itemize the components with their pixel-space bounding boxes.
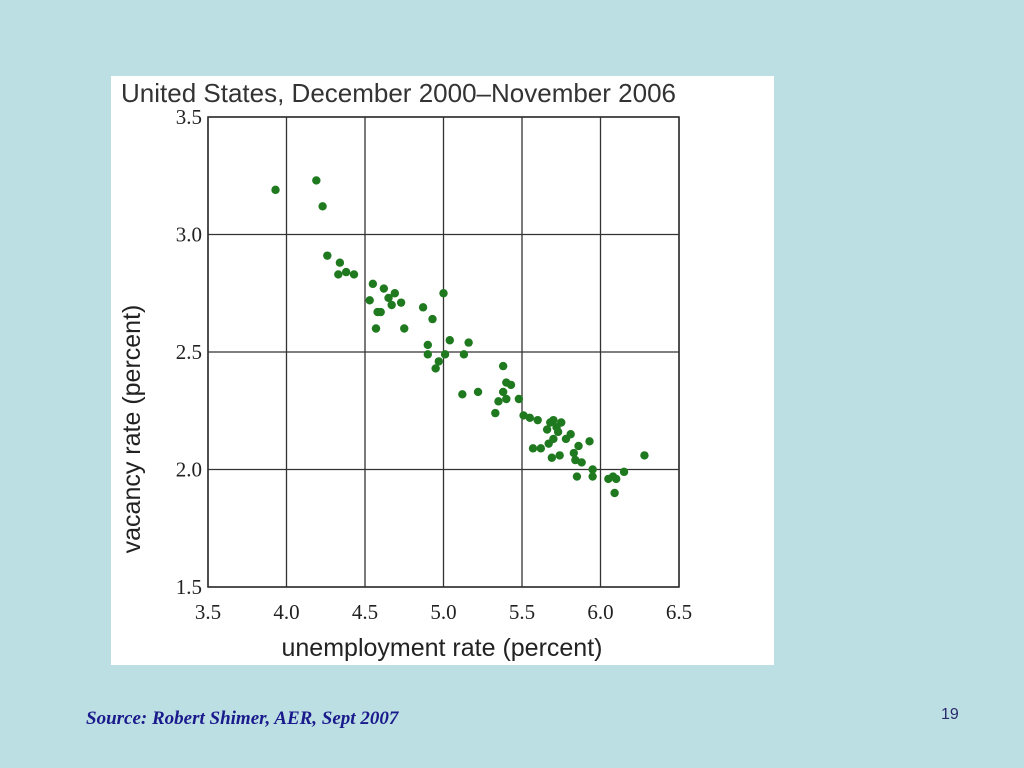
x-tick-label: 5.5 (509, 600, 535, 624)
data-point (365, 296, 374, 305)
data-point (533, 415, 542, 425)
data-point (384, 293, 393, 303)
data-point (439, 289, 448, 298)
data-point (514, 394, 524, 404)
data-point (572, 472, 582, 481)
source-caption: Source: Robert Shimer, AER, Sept 2007 (86, 708, 399, 729)
data-point (494, 397, 503, 406)
data-point (349, 270, 359, 279)
y-tick-label: 1.5 (176, 575, 202, 599)
data-point (445, 336, 454, 345)
chart-title: United States, December 2000–November 20… (121, 78, 676, 108)
data-point (458, 390, 467, 399)
data-point (498, 387, 508, 397)
data-point (440, 350, 450, 359)
x-tick-label: 4.5 (352, 600, 378, 624)
data-point (528, 444, 538, 453)
data-point (335, 258, 345, 267)
data-point (544, 439, 553, 448)
data-point (428, 314, 437, 324)
data-point (418, 303, 428, 312)
grid-lines (207, 116, 680, 588)
data-point (459, 350, 469, 359)
data-point (574, 441, 583, 451)
data-point (379, 284, 389, 293)
data-point (368, 279, 378, 289)
data-point (390, 289, 400, 298)
data-point (549, 415, 558, 425)
x-tick-label: 3.5 (195, 600, 221, 624)
data-point (588, 465, 597, 474)
data-point (491, 408, 500, 418)
data-points (271, 176, 649, 498)
data-point (640, 451, 649, 460)
scatter-chart: United States, December 2000–November 20… (118, 78, 692, 662)
y-tick-label: 2.5 (176, 340, 202, 364)
data-point (588, 472, 597, 481)
data-point (371, 324, 381, 333)
data-point (423, 340, 432, 350)
data-point (387, 300, 396, 310)
data-point (569, 448, 579, 458)
data-point (502, 394, 511, 404)
y-tick-label: 3.0 (176, 223, 202, 247)
x-tick-label: 4.0 (273, 600, 299, 624)
data-point (434, 357, 443, 366)
data-point (619, 467, 629, 477)
y-tick-label: 2.0 (176, 458, 202, 482)
data-point (610, 488, 619, 498)
x-tick-label: 6.0 (587, 600, 613, 624)
data-point (506, 380, 516, 390)
x-tick-label: 6.5 (666, 600, 692, 624)
data-point (555, 451, 564, 460)
scatter-figure: United States, December 2000–November 20… (111, 76, 774, 665)
data-point (323, 251, 332, 260)
data-point (553, 427, 563, 437)
data-point (376, 307, 385, 317)
page-number: 19 (941, 706, 959, 723)
data-point (473, 387, 483, 397)
data-point (612, 474, 621, 484)
y-tick-label: 3.5 (176, 105, 202, 129)
x-axis-label: unemployment rate (percent) (282, 634, 603, 662)
data-point (400, 324, 409, 333)
data-point (585, 437, 594, 446)
data-point (396, 298, 406, 307)
y-tick-labels: 1.5 2.0 2.5 3.0 3.5 (176, 105, 202, 599)
data-point (547, 453, 557, 462)
data-point (566, 430, 575, 439)
x-tick-labels: 3.5 4.0 4.5 5.0 5.5 6.0 6.5 (195, 600, 692, 624)
data-point (271, 185, 280, 195)
data-point (525, 413, 535, 422)
data-point (464, 338, 473, 347)
x-tick-label: 5.0 (430, 600, 456, 624)
y-axis-label: vacancy rate (percent) (118, 305, 146, 554)
data-point (341, 267, 351, 277)
data-point (318, 202, 327, 211)
data-point (312, 176, 321, 185)
data-point (577, 458, 586, 467)
data-point (334, 270, 343, 279)
data-point (431, 364, 440, 373)
data-point (542, 425, 552, 434)
data-point (536, 444, 546, 453)
data-point (498, 361, 508, 371)
data-point (423, 350, 432, 359)
data-point (557, 418, 566, 427)
